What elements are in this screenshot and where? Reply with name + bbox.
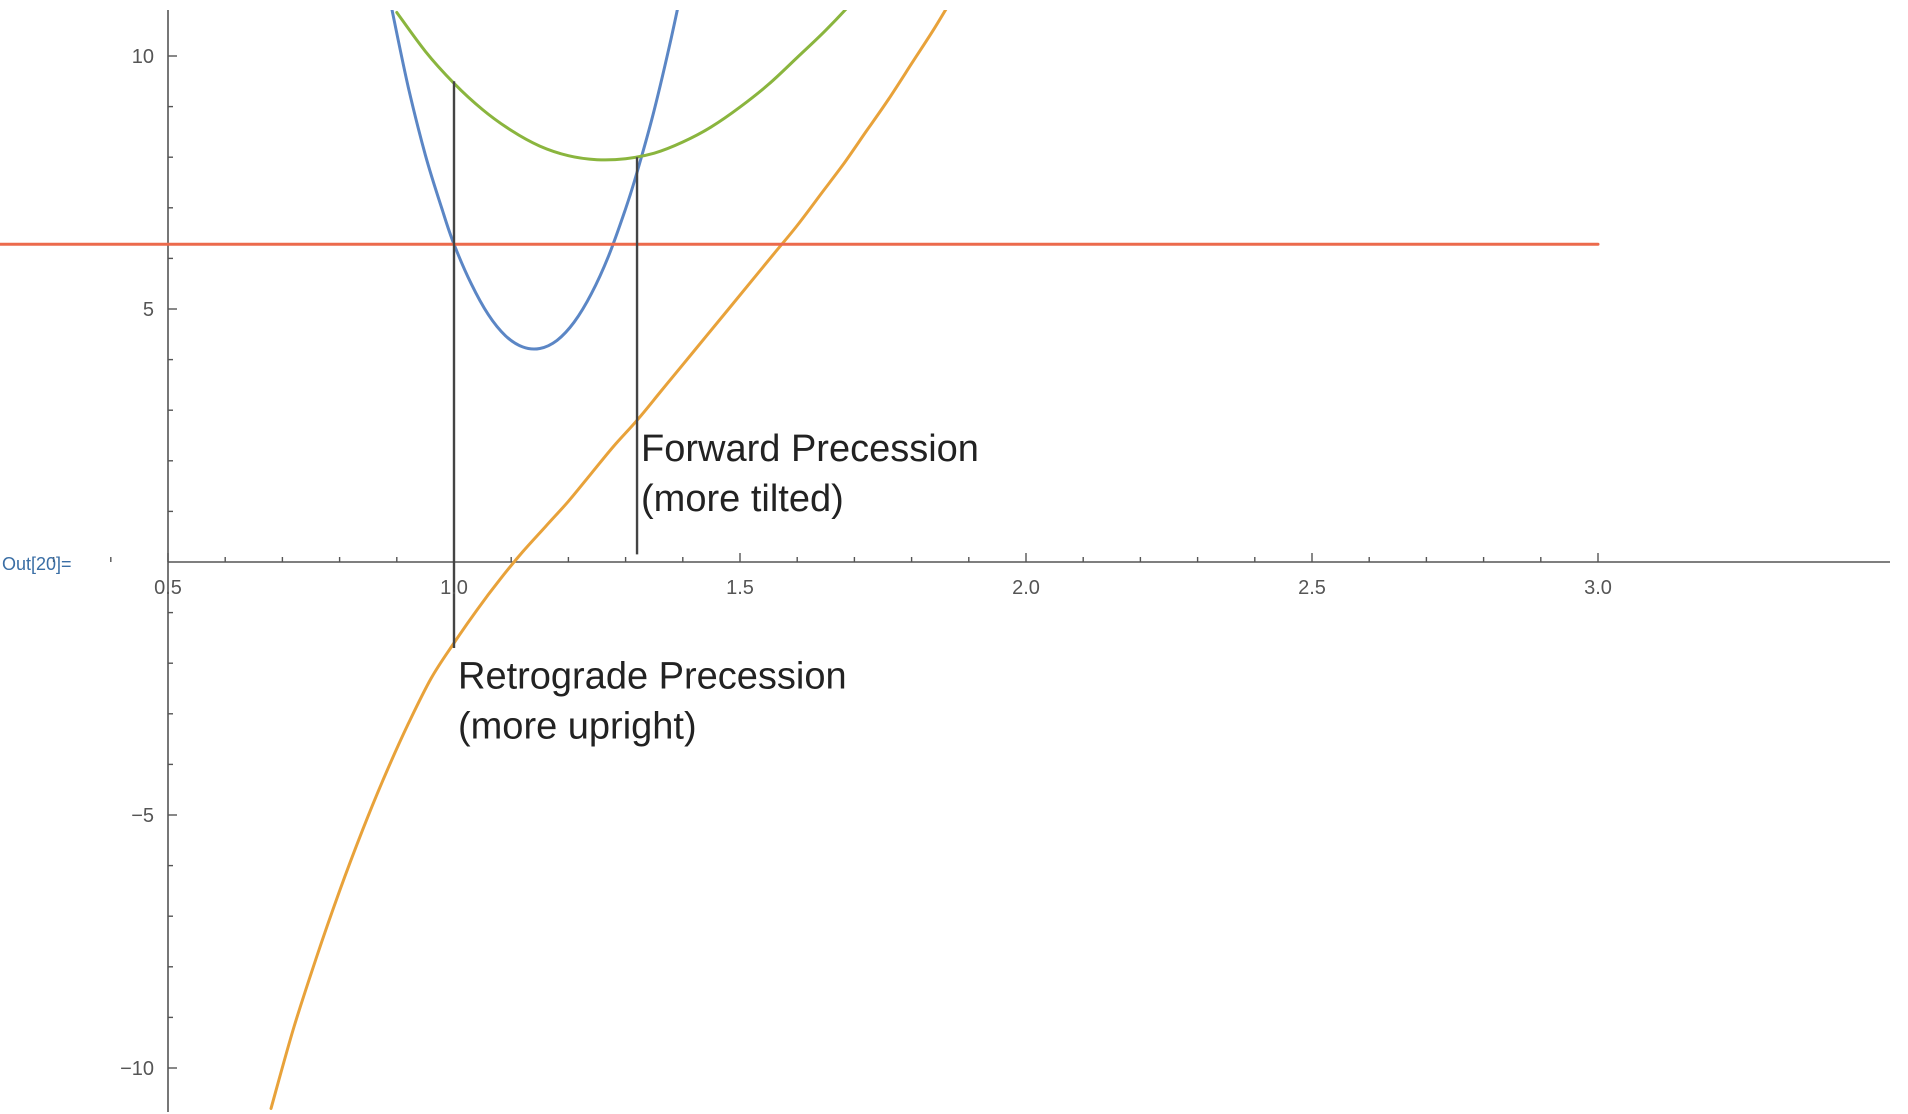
series-layer [0, 0, 1598, 1109]
x-tick-label: 1.0 [440, 577, 468, 599]
axes [0, 10, 1890, 1112]
x-tick-label: 1.5 [726, 577, 754, 599]
reference-lines [454, 81, 637, 648]
x-tick-label: 0.5 [154, 577, 182, 599]
y-tick-label: −10 [120, 1058, 154, 1080]
series-line-orange [271, 0, 957, 1109]
y-tick-label: −5 [131, 805, 154, 827]
x-tick-label: 3.0 [1584, 577, 1612, 599]
labels: 0.5 1.0 1.5 2.0 2.5 3.0 10 5 −5 −10 Forward Preces… [120, 46, 1612, 1080]
annotation-line: Forward Precession [641, 428, 979, 470]
y-tick-label: 5 [143, 299, 154, 321]
annotation-line: Retrograde Precession [458, 656, 847, 698]
series-line-green [397, 0, 912, 160]
y-tick-label: 10 [132, 46, 154, 68]
out-cell-label: Out[20]= [2, 554, 72, 574]
annotation-line: (more tilted) [641, 478, 844, 520]
annotation-line: (more upright) [458, 706, 697, 748]
precession-annotation: Retrograde Precession (more upright) [458, 656, 847, 748]
precession-annotation: Forward Precession (more tilted) [641, 428, 979, 520]
x-tick-label: 2.0 [1012, 577, 1040, 599]
x-tick-label: 2.5 [1298, 577, 1326, 599]
series-line-blue [391, 0, 706, 349]
